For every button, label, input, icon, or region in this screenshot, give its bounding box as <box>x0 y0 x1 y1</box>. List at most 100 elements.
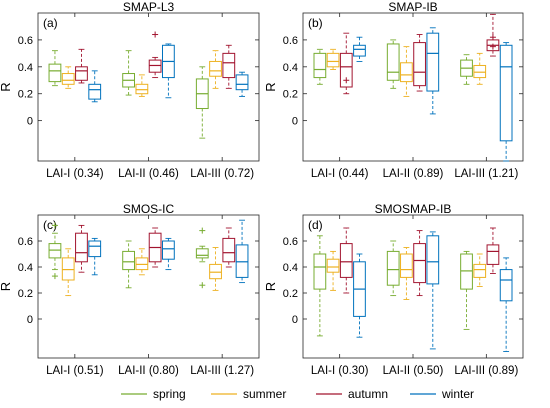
axes-box <box>37 12 260 162</box>
box-iqr <box>88 240 102 258</box>
legend-label: autumn <box>348 387 388 401</box>
y-tick-label: 0.4 <box>18 62 33 74</box>
box-spring <box>386 240 400 297</box>
box-spring <box>48 222 62 280</box>
box-summer <box>61 66 75 89</box>
box-iqr <box>161 240 175 260</box>
y-tick-label: 0.6 <box>283 236 298 248</box>
y-tick-label: 0.4 <box>283 62 298 74</box>
axes-box <box>302 12 524 162</box>
panel-a: 0 0.2 0.4 0.6 LAI-I (0.34) LAI-II (0.46) LAI-I… <box>0 0 260 180</box>
x-category-label: LAI-II (0.46) <box>118 168 179 180</box>
y-tick-label: 0.4 <box>283 262 298 274</box>
box-iqr <box>460 253 473 290</box>
box-autumn <box>222 227 236 268</box>
y-tick-label: 0.6 <box>18 236 33 248</box>
box-iqr <box>209 263 222 280</box>
legend-label: spring <box>153 387 186 401</box>
y-tick-label: 0.4 <box>18 262 33 274</box>
box-iqr <box>75 66 88 81</box>
box-autumn <box>486 227 500 274</box>
box-spring <box>122 50 136 96</box>
y-tick-label: 0.2 <box>18 288 33 300</box>
box-iqr <box>222 52 236 79</box>
panel-d: 0 0.2 0.4 0.6 LAI-I (0.30) LAI-II (0.50) LAI-I… <box>263 202 524 377</box>
panel-label: (b) <box>308 16 323 30</box>
box-iqr <box>326 258 340 273</box>
box-iqr <box>499 44 513 142</box>
y-tick-label: 0.2 <box>283 288 298 300</box>
box-winter <box>161 43 175 99</box>
box-iqr <box>400 253 413 278</box>
box-iqr <box>209 60 222 77</box>
box-summer <box>135 74 149 97</box>
box-spring <box>460 250 473 330</box>
legend-item-summer: summer <box>211 387 286 401</box>
y-tick-label: 0.6 <box>18 35 33 47</box>
box-winter <box>235 219 249 284</box>
box-iqr <box>48 243 62 259</box>
box-autumn <box>339 32 353 95</box>
outlier-marker <box>51 273 58 280</box>
panel-b: 0 0.2 0.4 0.6 LAI-I (0.44) LAI-II (0.89) LAI-I… <box>263 0 524 180</box>
y-tick-label: 0.2 <box>283 89 298 101</box>
x-category-label: LAI-III (0.72) <box>190 168 254 180</box>
box-winter <box>426 27 440 115</box>
box-iqr <box>48 63 62 83</box>
outlier-marker <box>152 31 159 38</box>
box-summer <box>209 247 222 291</box>
box-winter <box>88 70 102 103</box>
panel-title: SMOSMAP-IB <box>375 202 452 216</box>
y-tick-label: 0 <box>292 116 298 128</box>
x-category-label: LAI-II (0.80) <box>118 365 179 377</box>
box-iqr <box>473 64 487 79</box>
box-spring <box>460 54 473 85</box>
outlier-marker <box>489 34 496 41</box>
box-summer <box>326 250 340 291</box>
box-spring <box>195 66 209 139</box>
panel-label: (c) <box>43 218 57 232</box>
box-iqr <box>135 83 149 95</box>
box-spring <box>122 240 136 289</box>
box-summer <box>135 248 149 276</box>
x-category-label: LAI-III (0.89) <box>454 365 518 377</box>
box-iqr <box>339 243 353 278</box>
box-iqr <box>313 253 327 290</box>
box-summer <box>400 247 413 300</box>
box-iqr <box>75 232 88 263</box>
box-iqr <box>61 73 75 85</box>
x-category-label: LAI-I (0.44) <box>311 168 369 180</box>
box-iqr <box>235 244 249 278</box>
box-autumn <box>75 48 88 84</box>
y-tick-label: 0.6 <box>283 35 298 47</box>
outlier-marker <box>343 77 350 84</box>
box-iqr <box>222 237 236 263</box>
box-iqr <box>148 59 162 73</box>
box-summer <box>473 253 487 287</box>
box-iqr <box>88 83 102 100</box>
box-iqr <box>195 248 209 259</box>
panels: 0 0.2 0.4 0.6 LAI-I (0.34) LAI-II (0.46) LAI-I… <box>0 0 524 377</box>
y-tick-label: 0 <box>27 116 33 128</box>
box-autumn <box>339 227 353 294</box>
box-iqr <box>326 52 340 68</box>
box-winter <box>235 71 249 97</box>
outlier-marker <box>51 222 58 229</box>
box-iqr <box>486 244 500 265</box>
box-summer <box>473 52 487 85</box>
box-spring <box>313 235 327 337</box>
panel-title: SMAP-IB <box>388 0 437 14</box>
box-iqr <box>61 257 75 281</box>
legend: spring summer autumn winter <box>121 387 474 401</box>
box-iqr <box>135 257 149 271</box>
outlier-marker <box>199 282 206 289</box>
x-category-label: LAI-III (1.21) <box>454 168 518 180</box>
box-summer <box>209 50 222 89</box>
box-summer <box>400 46 413 97</box>
box-iqr <box>413 243 426 284</box>
box-winter <box>499 42 513 162</box>
y-axis-label: R <box>263 282 278 291</box>
box-iqr <box>122 250 136 271</box>
box-summer <box>61 248 75 297</box>
